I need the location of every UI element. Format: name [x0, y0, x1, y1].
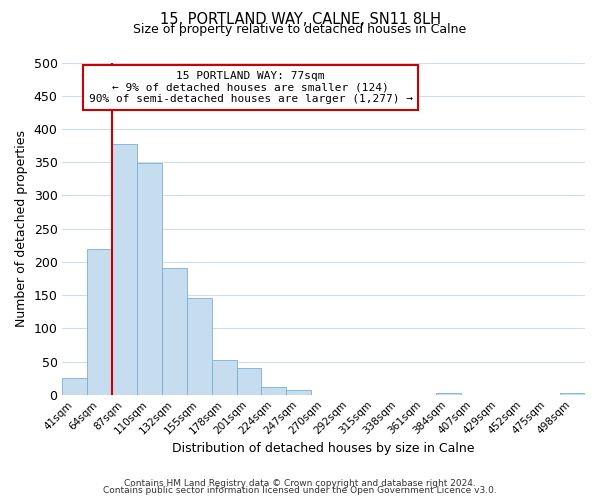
Text: Size of property relative to detached houses in Calne: Size of property relative to detached ho…	[133, 22, 467, 36]
Y-axis label: Number of detached properties: Number of detached properties	[15, 130, 28, 327]
Bar	[137, 164, 162, 394]
Text: 15, PORTLAND WAY, CALNE, SN11 8LH: 15, PORTLAND WAY, CALNE, SN11 8LH	[160, 12, 440, 28]
Bar	[162, 268, 187, 394]
Bar	[236, 368, 262, 394]
Bar	[112, 144, 137, 394]
Text: Contains public sector information licensed under the Open Government Licence v3: Contains public sector information licen…	[103, 486, 497, 495]
Bar	[88, 248, 112, 394]
Bar	[62, 378, 88, 394]
Bar	[212, 360, 236, 394]
Bar	[262, 387, 286, 394]
Text: 15 PORTLAND WAY: 77sqm
← 9% of detached houses are smaller (124)
90% of semi-det: 15 PORTLAND WAY: 77sqm ← 9% of detached …	[89, 71, 413, 104]
Bar	[286, 390, 311, 394]
X-axis label: Distribution of detached houses by size in Calne: Distribution of detached houses by size …	[172, 442, 475, 455]
Bar	[187, 298, 212, 394]
Text: Contains HM Land Registry data © Crown copyright and database right 2024.: Contains HM Land Registry data © Crown c…	[124, 478, 476, 488]
